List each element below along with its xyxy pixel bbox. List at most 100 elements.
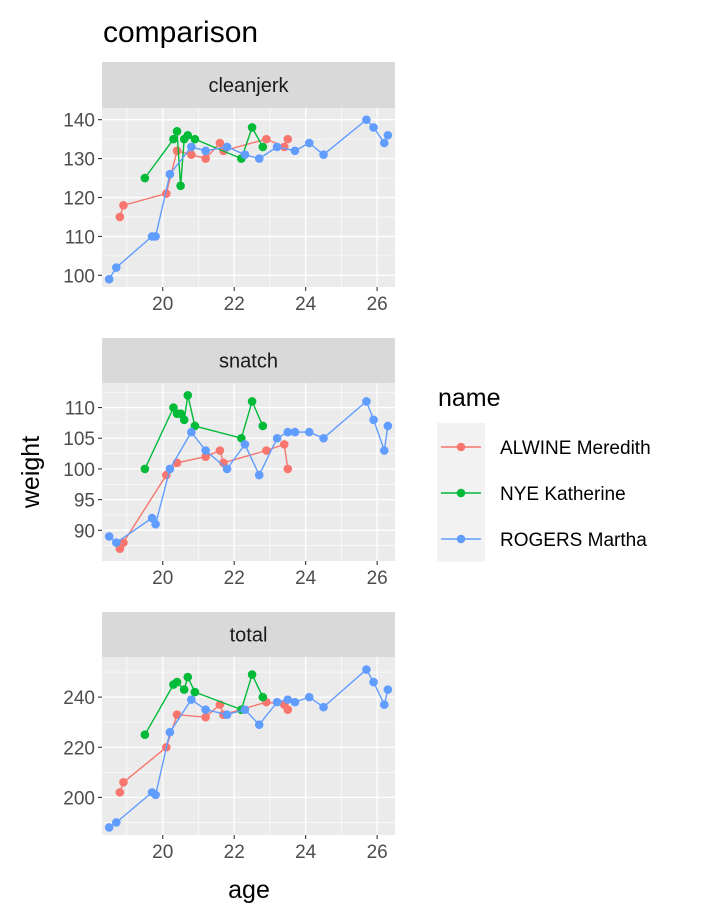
- data-point: [201, 146, 210, 156]
- data-point: [179, 415, 189, 425]
- legend-key-point: [456, 488, 466, 498]
- y-tick-label: 105: [63, 429, 95, 450]
- data-point: [283, 134, 293, 144]
- strip-background: [102, 62, 395, 108]
- data-point: [183, 130, 193, 140]
- data-point: [290, 427, 300, 437]
- data-point: [201, 452, 210, 461]
- data-point: [115, 212, 125, 222]
- data-point: [319, 150, 328, 159]
- series-rogers-martha: [104, 665, 393, 832]
- data-point: [222, 142, 232, 152]
- x-tick-label: 20: [152, 294, 173, 315]
- y-tick-label: 130: [63, 150, 95, 171]
- x-tick-label: 24: [295, 294, 317, 315]
- data-point: [201, 154, 210, 163]
- data-point: [140, 730, 150, 740]
- data-point: [140, 464, 150, 474]
- strip-label: snatch: [219, 351, 278, 373]
- data-point: [187, 150, 196, 159]
- data-point: [304, 138, 314, 148]
- data-point: [369, 123, 378, 132]
- x-tick-label: 26: [367, 294, 388, 315]
- data-point: [215, 446, 225, 455]
- x-tick-label: 22: [224, 842, 245, 863]
- data-point: [190, 134, 200, 144]
- data-point: [283, 705, 293, 714]
- data-point: [201, 705, 210, 714]
- data-point: [104, 274, 114, 284]
- legend-key-point: [456, 534, 466, 544]
- data-point: [179, 685, 189, 694]
- strip-background: [102, 338, 395, 383]
- data-point: [290, 697, 300, 707]
- y-tick-label: 110: [65, 227, 95, 248]
- data-point: [104, 532, 114, 541]
- data-point: [222, 710, 232, 719]
- data-point: [240, 440, 250, 449]
- legend-key-point: [456, 442, 466, 452]
- data-point: [187, 142, 196, 152]
- data-point: [254, 154, 264, 163]
- data-point: [222, 464, 232, 474]
- data-point: [111, 263, 121, 272]
- x-tick-label: 26: [367, 568, 388, 589]
- data-point: [258, 142, 268, 152]
- y-tick-label: 100: [63, 460, 95, 481]
- data-point: [262, 134, 271, 144]
- data-point: [247, 397, 257, 406]
- series-nye-katherine: [140, 390, 268, 474]
- y-tick-label: 95: [74, 491, 95, 512]
- data-point: [176, 181, 185, 191]
- chart-title: comparison: [103, 16, 258, 49]
- strip-label: cleanjerk: [208, 75, 289, 97]
- data-point: [283, 427, 293, 437]
- data-point: [119, 200, 128, 210]
- data-point: [383, 421, 393, 431]
- legend-title: name: [438, 384, 501, 412]
- x-tick-label: 26: [367, 842, 388, 863]
- data-point: [187, 427, 196, 437]
- data-point: [272, 142, 282, 152]
- data-point: [254, 470, 264, 480]
- data-point: [304, 692, 314, 702]
- x-tick-label: 20: [152, 568, 173, 589]
- data-point: [304, 427, 314, 437]
- data-point: [119, 538, 128, 547]
- data-point: [172, 146, 182, 156]
- y-tick-label: 220: [63, 738, 95, 759]
- data-point: [247, 670, 257, 679]
- legend: name ALWINE Meredith NYE Katherine ROGERS …: [437, 384, 651, 562]
- legend-label: NYE Katherine: [500, 484, 626, 505]
- data-point: [379, 138, 389, 148]
- data-point: [201, 712, 210, 722]
- legend-label: ROGERS Martha: [500, 530, 647, 551]
- data-point: [362, 665, 371, 674]
- data-point: [272, 697, 282, 707]
- legend-item: ALWINE Meredith: [441, 438, 651, 459]
- y-tick-label: 200: [63, 788, 95, 809]
- x-tick-label: 22: [224, 568, 245, 589]
- y-tick-label: 240: [63, 688, 95, 709]
- data-point: [111, 818, 121, 827]
- data-point: [183, 672, 193, 682]
- strip-label: total: [230, 625, 268, 647]
- series-rogers-martha: [104, 397, 393, 547]
- x-axis-title: age: [228, 876, 270, 904]
- data-point: [187, 695, 196, 704]
- legend-item: NYE Katherine: [441, 484, 626, 505]
- legend-label: ALWINE Meredith: [500, 438, 651, 459]
- data-point: [119, 778, 128, 787]
- data-point: [165, 464, 175, 474]
- x-tick-label: 20: [152, 842, 173, 863]
- data-point: [362, 397, 371, 406]
- data-point: [283, 464, 293, 474]
- y-tick-label: 110: [65, 399, 95, 420]
- data-point: [258, 692, 268, 702]
- data-point: [279, 440, 289, 449]
- data-point: [104, 823, 114, 832]
- data-point: [240, 150, 250, 159]
- legend-keys: ALWINE Meredith NYE Katherine ROGERS Marth…: [441, 438, 651, 551]
- data-point: [319, 433, 328, 443]
